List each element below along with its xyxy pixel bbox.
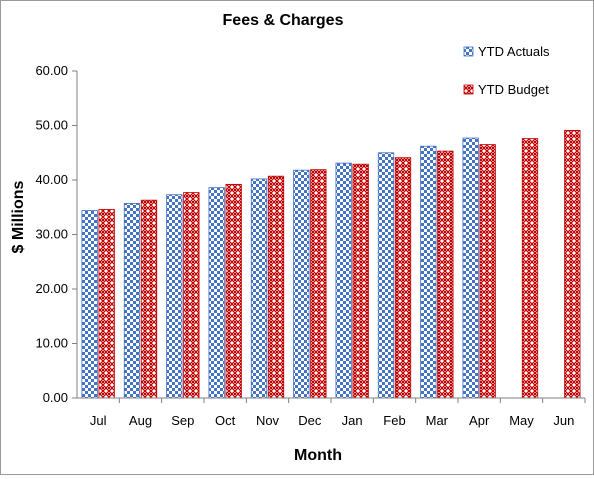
legend-label-ytd-budget: YTD Budget <box>478 82 549 97</box>
legend: YTD Actuals YTD Budget <box>463 44 550 97</box>
bar-ytd-actuals-apr <box>462 137 479 399</box>
bar-ytd-actuals-aug <box>123 203 141 399</box>
legend-label-ytd-actuals: YTD Actuals <box>478 44 550 59</box>
y-tick-label: 0.00 <box>43 390 68 405</box>
bar-ytd-budget-nov <box>267 175 285 399</box>
bar-ytd-budget-jan <box>352 163 369 399</box>
y-tick-label: 30.00 <box>35 227 68 242</box>
x-tick-label: Nov <box>256 413 280 428</box>
x-tick-label: Aug <box>129 413 152 428</box>
bar-ytd-actuals-nov <box>250 178 268 399</box>
bar-ytd-budget-apr <box>479 144 496 399</box>
bar-ytd-budget-feb <box>394 157 412 399</box>
bar-ytd-budget-dec <box>310 169 327 399</box>
x-tick-label: May <box>509 413 534 428</box>
x-tick-label: Mar <box>426 413 449 428</box>
x-tick-label: Jan <box>342 413 363 428</box>
x-axis-title: Month <box>294 447 342 464</box>
y-tick-label: 60.00 <box>35 63 68 78</box>
plot-area <box>81 130 581 399</box>
legend-swatch-ytd-budget <box>463 84 474 95</box>
bar-ytd-budget-sep <box>183 192 200 399</box>
bar-ytd-actuals-jan <box>335 162 352 399</box>
bar-ytd-actuals-sep <box>166 194 183 399</box>
y-tick-label: 20.00 <box>35 281 68 296</box>
bar-ytd-actuals-oct <box>208 187 225 399</box>
bar-ytd-budget-jul <box>98 209 115 399</box>
x-tick-label: Feb <box>383 413 405 428</box>
bar-ytd-actuals-dec <box>293 169 310 399</box>
x-axis: Jul Aug Sep Oct Nov Dec Jan Feb Mar Apr May Jun <box>90 398 586 428</box>
x-tick-label: Jun <box>553 413 574 428</box>
legend-swatch-ytd-actuals <box>463 46 474 57</box>
bar-ytd-actuals-feb <box>377 152 395 399</box>
y-axis-title: $ Millions <box>10 180 27 253</box>
bar-ytd-actuals-jul <box>81 210 98 399</box>
bar-ytd-budget-may <box>521 138 539 399</box>
bar-ytd-budget-aug <box>140 199 158 399</box>
y-tick-label: 40.00 <box>35 172 68 187</box>
bar-ytd-actuals-mar <box>420 145 437 399</box>
x-tick-label: Jul <box>90 413 107 428</box>
bar-ytd-budget-jun <box>564 130 581 399</box>
x-tick-label: Sep <box>171 413 194 428</box>
y-tick-label: 10.00 <box>35 336 68 351</box>
bar-ytd-budget-oct <box>225 183 242 399</box>
x-tick-label: Oct <box>215 413 236 428</box>
chart-title: Fees & Charges <box>223 12 344 29</box>
bar-ytd-budget-mar <box>437 150 454 399</box>
x-tick-label: Apr <box>469 413 490 428</box>
y-tick-label: 50.00 <box>35 118 68 133</box>
x-tick-label: Dec <box>298 413 322 428</box>
y-axis: 0.00 10.00 20.00 30.00 40.00 50.00 60.00 <box>35 63 77 405</box>
